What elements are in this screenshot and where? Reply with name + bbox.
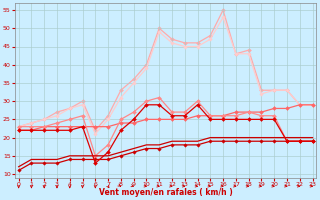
X-axis label: Vent moyen/en rafales ( km/h ): Vent moyen/en rafales ( km/h ) <box>99 188 232 197</box>
